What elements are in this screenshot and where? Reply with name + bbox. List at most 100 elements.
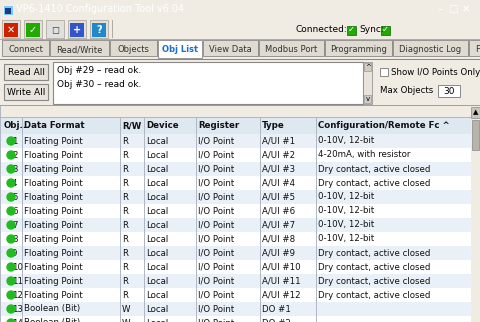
Text: Local: Local bbox=[146, 206, 168, 215]
Bar bbox=[260, 260, 261, 274]
Text: Dry contact, active closed: Dry contact, active closed bbox=[318, 277, 431, 286]
Text: A/UI #3: A/UI #3 bbox=[262, 165, 295, 174]
Text: Obj List: Obj List bbox=[162, 44, 198, 53]
Bar bbox=[469, 40, 480, 56]
Text: Floating Point: Floating Point bbox=[24, 221, 83, 230]
Text: 10: 10 bbox=[12, 262, 23, 271]
Text: R: R bbox=[122, 262, 128, 271]
Bar bbox=[0, 217, 471, 218]
Bar bbox=[50, 40, 109, 56]
Text: ✓: ✓ bbox=[382, 24, 389, 33]
Text: I/O Point: I/O Point bbox=[198, 305, 234, 314]
Text: ◻: ◻ bbox=[51, 25, 59, 35]
Text: A/UI #5: A/UI #5 bbox=[262, 193, 295, 202]
Text: A/UI #6: A/UI #6 bbox=[262, 206, 295, 215]
Bar bbox=[22, 260, 23, 274]
Bar bbox=[24, 20, 42, 38]
Bar bbox=[380, 68, 388, 76]
Text: Local: Local bbox=[146, 193, 168, 202]
Bar bbox=[0, 301, 471, 302]
Bar bbox=[468, 40, 469, 56]
Bar bbox=[22, 118, 23, 134]
Bar bbox=[0, 176, 471, 190]
Bar bbox=[4, 84, 48, 100]
Circle shape bbox=[7, 319, 15, 322]
Text: 7: 7 bbox=[12, 221, 17, 230]
Bar bbox=[0, 245, 471, 246]
Bar bbox=[438, 85, 460, 97]
Bar bbox=[260, 162, 261, 176]
Text: View Data: View Data bbox=[209, 45, 252, 54]
Circle shape bbox=[7, 221, 15, 229]
Bar bbox=[260, 118, 261, 134]
Bar bbox=[22, 176, 23, 190]
Text: Configuration/Remote Fc ^: Configuration/Remote Fc ^ bbox=[318, 121, 450, 130]
Text: Floating Point: Floating Point bbox=[24, 277, 83, 286]
Bar bbox=[259, 40, 324, 56]
Text: I/O Point: I/O Point bbox=[198, 249, 234, 258]
Bar bbox=[22, 162, 23, 176]
Text: 30: 30 bbox=[443, 87, 455, 96]
Text: 1: 1 bbox=[12, 137, 17, 146]
Text: Local: Local bbox=[146, 150, 168, 159]
Text: I/O Point: I/O Point bbox=[198, 277, 234, 286]
Text: R/W: R/W bbox=[122, 121, 141, 130]
Text: Floating Point: Floating Point bbox=[24, 165, 83, 174]
Bar bbox=[22, 302, 23, 316]
Text: R: R bbox=[122, 206, 128, 215]
Bar bbox=[393, 40, 468, 56]
Bar bbox=[0, 118, 471, 134]
Text: 0-10V, 12-bit: 0-10V, 12-bit bbox=[318, 234, 374, 243]
Bar bbox=[3, 5, 13, 15]
Text: Dry contact, active closed: Dry contact, active closed bbox=[318, 178, 431, 187]
Text: 4: 4 bbox=[12, 178, 17, 187]
Bar bbox=[22, 134, 23, 148]
Text: Local: Local bbox=[146, 178, 168, 187]
Text: R: R bbox=[122, 178, 128, 187]
Bar bbox=[4, 23, 18, 37]
Text: Programming: Programming bbox=[330, 45, 387, 54]
Bar bbox=[4, 64, 48, 80]
Bar bbox=[260, 288, 261, 302]
Bar bbox=[347, 26, 356, 35]
Text: Type: Type bbox=[262, 121, 285, 130]
Bar bbox=[0, 232, 471, 246]
Circle shape bbox=[7, 207, 15, 215]
Circle shape bbox=[7, 165, 15, 173]
Bar bbox=[109, 40, 110, 56]
Bar bbox=[22, 204, 23, 218]
Bar bbox=[0, 117, 471, 118]
Text: I/O Point: I/O Point bbox=[198, 318, 234, 322]
Text: +: + bbox=[73, 25, 81, 35]
Text: I/O Point: I/O Point bbox=[198, 165, 234, 174]
Bar bbox=[0, 274, 471, 288]
Text: Device: Device bbox=[146, 121, 179, 130]
Bar bbox=[381, 26, 390, 35]
Text: A/UI #12: A/UI #12 bbox=[262, 290, 300, 299]
Bar bbox=[0, 175, 471, 176]
Text: 6: 6 bbox=[12, 206, 17, 215]
Bar bbox=[112, 20, 113, 38]
Text: A/UI #8: A/UI #8 bbox=[262, 234, 295, 243]
Bar bbox=[0, 148, 471, 162]
Text: I/O Point: I/O Point bbox=[198, 262, 234, 271]
Bar bbox=[22, 316, 23, 322]
Bar bbox=[158, 40, 202, 58]
Text: DO #2: DO #2 bbox=[262, 318, 291, 322]
Bar bbox=[49, 40, 50, 56]
Text: I/O Point: I/O Point bbox=[198, 193, 234, 202]
Text: Obj...: Obj... bbox=[4, 121, 31, 130]
Bar bbox=[48, 23, 62, 37]
Bar bbox=[0, 59, 480, 60]
Bar bbox=[325, 40, 392, 56]
Text: R: R bbox=[122, 221, 128, 230]
Text: Read All: Read All bbox=[8, 68, 45, 77]
Text: 0-10V, 12-bit: 0-10V, 12-bit bbox=[318, 193, 374, 202]
Text: I/O Point: I/O Point bbox=[198, 290, 234, 299]
Bar bbox=[364, 63, 371, 71]
Text: Read/Write: Read/Write bbox=[56, 45, 103, 54]
Text: A/UI #2: A/UI #2 bbox=[262, 150, 295, 159]
Bar bbox=[260, 176, 261, 190]
Bar bbox=[0, 218, 471, 232]
Bar bbox=[0, 260, 471, 274]
